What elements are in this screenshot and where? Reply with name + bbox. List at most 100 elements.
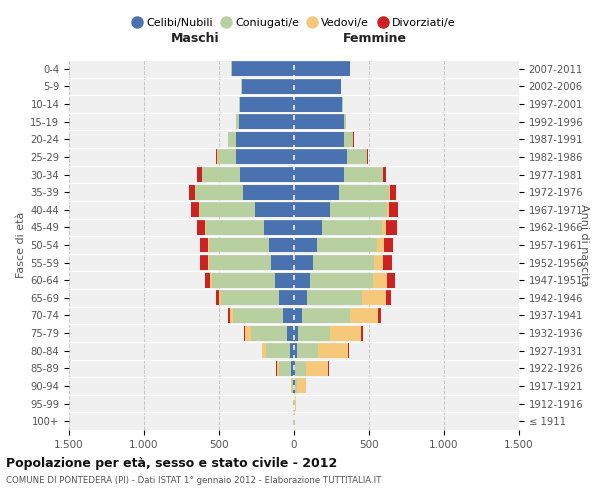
Bar	[330, 202, 387, 218]
Bar	[209, 255, 271, 270]
Bar	[294, 255, 313, 270]
Bar	[251, 326, 287, 340]
Bar	[294, 273, 310, 287]
Bar	[307, 290, 362, 306]
Bar	[245, 326, 251, 340]
Bar	[191, 202, 199, 218]
Bar	[208, 238, 209, 252]
Bar	[240, 96, 294, 112]
Bar	[209, 238, 269, 252]
Bar	[221, 290, 279, 306]
Bar	[236, 150, 294, 164]
Bar	[236, 132, 294, 147]
Bar	[294, 308, 302, 323]
Bar	[294, 62, 349, 76]
Bar	[195, 184, 243, 200]
Bar	[243, 184, 294, 200]
Bar	[220, 290, 221, 306]
Bar	[269, 238, 294, 252]
Bar	[331, 326, 361, 340]
Bar	[339, 184, 389, 200]
Text: Maschi: Maschi	[170, 32, 220, 45]
Bar	[390, 184, 396, 200]
Bar	[302, 308, 350, 323]
Bar	[275, 273, 294, 287]
Bar	[343, 132, 353, 147]
Bar	[197, 167, 202, 182]
Bar	[377, 238, 383, 252]
Bar	[387, 202, 389, 218]
Bar	[386, 290, 391, 306]
Bar	[241, 79, 294, 94]
Bar	[233, 308, 283, 323]
Bar	[293, 378, 294, 394]
Bar	[278, 361, 292, 376]
Bar	[295, 378, 298, 394]
Y-axis label: Fasce di età: Fasce di età	[16, 212, 26, 278]
Legend: Celibi/Nubili, Coniugati/e, Vedovi/e, Divorziati/e: Celibi/Nubili, Coniugati/e, Vedovi/e, Di…	[128, 14, 460, 32]
Bar	[294, 184, 339, 200]
Bar	[228, 132, 236, 147]
Bar	[342, 96, 343, 112]
Bar	[290, 343, 294, 358]
Bar	[298, 378, 306, 394]
Bar	[294, 132, 343, 147]
Bar	[343, 114, 346, 129]
Bar	[294, 343, 296, 358]
Bar	[239, 96, 240, 112]
Bar	[383, 238, 394, 252]
Bar	[188, 184, 195, 200]
Bar	[231, 62, 232, 76]
Bar	[292, 378, 293, 394]
Bar	[277, 361, 278, 376]
Bar	[298, 326, 331, 340]
Bar	[212, 273, 275, 287]
Bar	[389, 184, 390, 200]
Bar	[294, 238, 317, 252]
Bar	[389, 202, 398, 218]
Bar	[200, 238, 208, 252]
Bar	[239, 114, 294, 129]
Bar	[294, 79, 341, 94]
Bar	[197, 220, 205, 235]
Bar	[271, 255, 294, 270]
Bar	[362, 290, 386, 306]
Bar	[295, 396, 296, 411]
Bar	[228, 308, 230, 323]
Bar	[202, 167, 240, 182]
Bar	[367, 150, 368, 164]
Bar	[216, 290, 220, 306]
Bar	[295, 361, 307, 376]
Bar	[264, 220, 294, 235]
Bar	[313, 255, 374, 270]
Bar	[218, 150, 236, 164]
Bar	[374, 255, 383, 270]
Bar	[373, 273, 387, 287]
Bar	[386, 220, 397, 235]
Text: COMUNE DI PONTEDERA (PI) - Dati ISTAT 1° gennaio 2012 - Elaborazione TUTTITALIA.: COMUNE DI PONTEDERA (PI) - Dati ISTAT 1°…	[6, 476, 382, 485]
Bar	[294, 114, 343, 129]
Bar	[319, 343, 348, 358]
Bar	[200, 255, 208, 270]
Bar	[265, 343, 290, 358]
Bar	[322, 220, 382, 235]
Bar	[294, 202, 330, 218]
Bar	[244, 326, 245, 340]
Bar	[294, 96, 342, 112]
Bar	[240, 167, 294, 182]
Bar	[348, 343, 349, 358]
Bar	[317, 238, 377, 252]
Bar	[343, 167, 383, 182]
Bar	[294, 167, 343, 182]
Bar	[294, 220, 322, 235]
Bar	[292, 361, 294, 376]
Text: Popolazione per età, sesso e stato civile - 2012: Popolazione per età, sesso e stato civil…	[6, 456, 337, 469]
Bar	[294, 326, 298, 340]
Bar	[205, 220, 264, 235]
Bar	[255, 202, 294, 218]
Bar	[296, 343, 319, 358]
Text: Femmine: Femmine	[343, 32, 407, 45]
Bar	[350, 308, 378, 323]
Bar	[307, 361, 328, 376]
Bar	[294, 378, 295, 394]
